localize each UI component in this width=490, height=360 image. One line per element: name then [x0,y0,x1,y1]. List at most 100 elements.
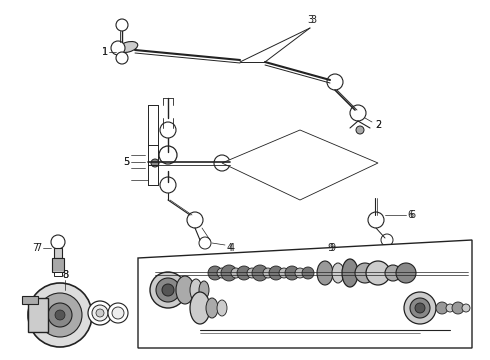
Circle shape [151,159,159,167]
Text: 4: 4 [229,243,235,253]
Text: 9: 9 [329,243,335,253]
Circle shape [190,215,200,225]
Bar [54,272,62,276]
Circle shape [415,303,425,313]
Circle shape [404,292,436,324]
Circle shape [263,268,273,278]
Circle shape [112,307,124,319]
Circle shape [217,158,227,168]
Circle shape [385,265,401,281]
Text: 3: 3 [307,15,313,25]
Circle shape [48,303,72,327]
Text: 6: 6 [409,210,415,220]
Circle shape [302,267,314,279]
Text: 1: 1 [102,47,108,57]
Text: 5: 5 [123,157,129,167]
Circle shape [237,266,251,280]
Circle shape [356,126,364,134]
Circle shape [436,302,448,314]
Circle shape [452,302,464,314]
Circle shape [371,215,381,225]
Circle shape [252,265,268,281]
Circle shape [150,272,186,308]
Circle shape [38,293,82,337]
Circle shape [231,268,241,278]
Ellipse shape [176,276,194,304]
Circle shape [88,301,112,325]
Circle shape [53,237,63,247]
Circle shape [160,177,176,193]
Ellipse shape [342,259,358,287]
Bar [28,298,48,332]
Circle shape [118,21,126,29]
Circle shape [208,266,222,280]
Circle shape [92,305,108,321]
Circle shape [28,283,92,347]
Ellipse shape [317,261,333,285]
Circle shape [118,54,126,62]
Circle shape [353,108,363,118]
Circle shape [221,265,237,281]
Circle shape [111,41,125,55]
Circle shape [381,234,393,246]
Circle shape [116,19,128,31]
Text: 5: 5 [123,157,129,167]
Bar [54,248,62,258]
Circle shape [113,43,123,53]
Circle shape [355,263,375,283]
Circle shape [162,284,174,296]
Circle shape [187,212,203,228]
Circle shape [446,304,454,312]
Ellipse shape [199,281,209,299]
Circle shape [327,74,343,90]
Circle shape [201,239,209,247]
Ellipse shape [206,298,218,318]
Text: 2: 2 [375,120,381,130]
Circle shape [410,298,430,318]
Circle shape [163,125,173,135]
Circle shape [396,263,416,283]
Circle shape [295,268,305,278]
Circle shape [366,261,390,285]
Text: 1: 1 [102,47,108,57]
Circle shape [214,155,230,171]
Ellipse shape [118,41,138,53]
Circle shape [160,122,176,138]
Circle shape [116,52,128,64]
Text: 3: 3 [310,15,316,25]
Circle shape [156,278,180,302]
Circle shape [163,180,173,190]
Circle shape [51,235,65,249]
Circle shape [96,309,104,317]
Ellipse shape [190,279,202,301]
Ellipse shape [332,263,344,283]
Circle shape [285,266,299,280]
Circle shape [350,105,366,121]
Circle shape [462,304,470,312]
Ellipse shape [217,300,227,316]
Text: 8: 8 [62,270,68,280]
Circle shape [108,303,128,323]
Text: 4: 4 [227,243,233,253]
Polygon shape [138,240,472,348]
Circle shape [279,268,289,278]
Bar [22,296,38,304]
Text: 9: 9 [327,243,333,253]
Bar [52,258,64,272]
Circle shape [383,236,391,244]
Circle shape [217,268,227,278]
Circle shape [55,310,65,320]
Circle shape [162,149,174,161]
Circle shape [330,77,340,87]
Text: 7: 7 [32,243,38,253]
Circle shape [368,212,384,228]
Polygon shape [222,130,378,200]
Text: 8: 8 [62,270,68,280]
Ellipse shape [190,292,210,324]
Circle shape [247,268,257,278]
Circle shape [159,146,177,164]
Circle shape [199,237,211,249]
Circle shape [269,266,283,280]
Text: 7: 7 [35,243,41,253]
Text: 6: 6 [407,210,413,220]
